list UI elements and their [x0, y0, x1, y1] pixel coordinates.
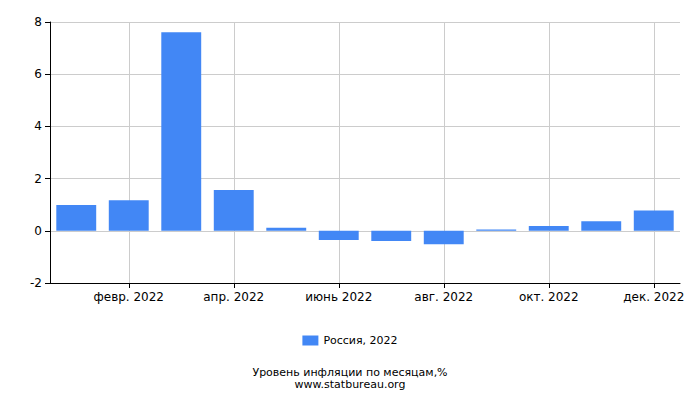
svg-text:апр. 2022: апр. 2022	[203, 290, 264, 304]
svg-text:4: 4	[34, 119, 42, 133]
svg-text:дек. 2022: дек. 2022	[623, 290, 684, 304]
svg-text:www.statbureau.org: www.statbureau.org	[295, 378, 406, 391]
svg-text:6: 6	[34, 67, 42, 81]
svg-text:окт. 2022: окт. 2022	[519, 290, 579, 304]
svg-text:июнь 2022: июнь 2022	[305, 290, 372, 304]
svg-text:-2: -2	[30, 276, 42, 290]
svg-text:февр. 2022: февр. 2022	[94, 290, 165, 304]
svg-text:Россия, 2022: Россия, 2022	[323, 334, 397, 347]
svg-text:Уровень инфляции по месяцам,%: Уровень инфляции по месяцам,%	[252, 366, 448, 379]
svg-text:8: 8	[34, 15, 42, 29]
svg-text:0: 0	[34, 224, 42, 238]
svg-text:авг. 2022: авг. 2022	[414, 290, 473, 304]
svg-text:2: 2	[34, 172, 42, 186]
